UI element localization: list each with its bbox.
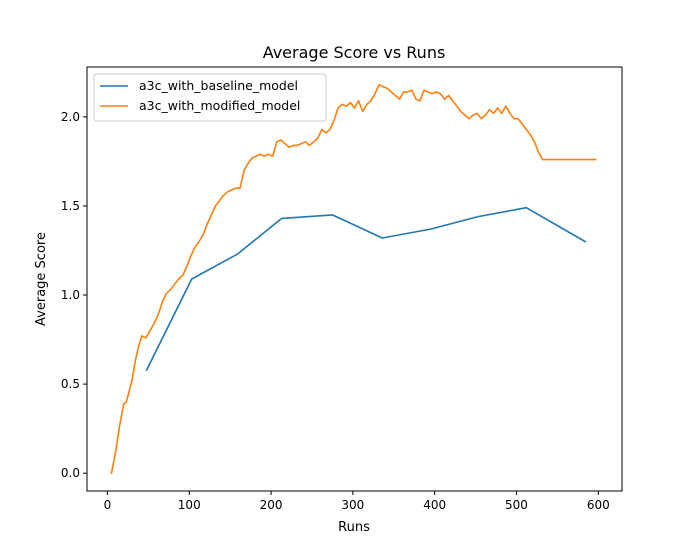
legend-label-1: a3c_with_modified_model bbox=[139, 98, 300, 113]
plot-area bbox=[110, 84, 597, 475]
y-axis-label: Average Score bbox=[34, 232, 49, 326]
plot-frame bbox=[86, 66, 623, 492]
series-line-0 bbox=[145, 206, 587, 371]
legend-label-0: a3c_with_baseline_model bbox=[139, 78, 298, 93]
legend: a3c_with_baseline_model a3c_with_modified… bbox=[93, 73, 327, 122]
x-tick-label: 0 bbox=[104, 498, 112, 512]
y-tick-label: 1.0 bbox=[61, 288, 80, 302]
legend-box bbox=[93, 73, 327, 122]
x-tick-label: 500 bbox=[505, 498, 528, 512]
series-line-1 bbox=[110, 84, 597, 475]
x-tick-label: 300 bbox=[341, 498, 364, 512]
x-tick-label: 100 bbox=[178, 498, 201, 512]
y-tick-label: 1.5 bbox=[61, 199, 80, 213]
y-tick-label: 2.0 bbox=[61, 110, 80, 124]
axis-ticks: 0 100 200 300 400 500 600 0.0 0.5 1.0 1.5 2.0 bbox=[61, 110, 610, 512]
x-tick-label: 200 bbox=[260, 498, 283, 512]
x-tick-label: 600 bbox=[587, 498, 610, 512]
y-tick-label: 0.0 bbox=[61, 466, 80, 480]
x-tick-label: 400 bbox=[423, 498, 446, 512]
chart-title: Average Score vs Runs bbox=[263, 43, 446, 62]
y-tick-label: 0.5 bbox=[61, 377, 80, 391]
x-axis-label: Runs bbox=[338, 520, 370, 535]
